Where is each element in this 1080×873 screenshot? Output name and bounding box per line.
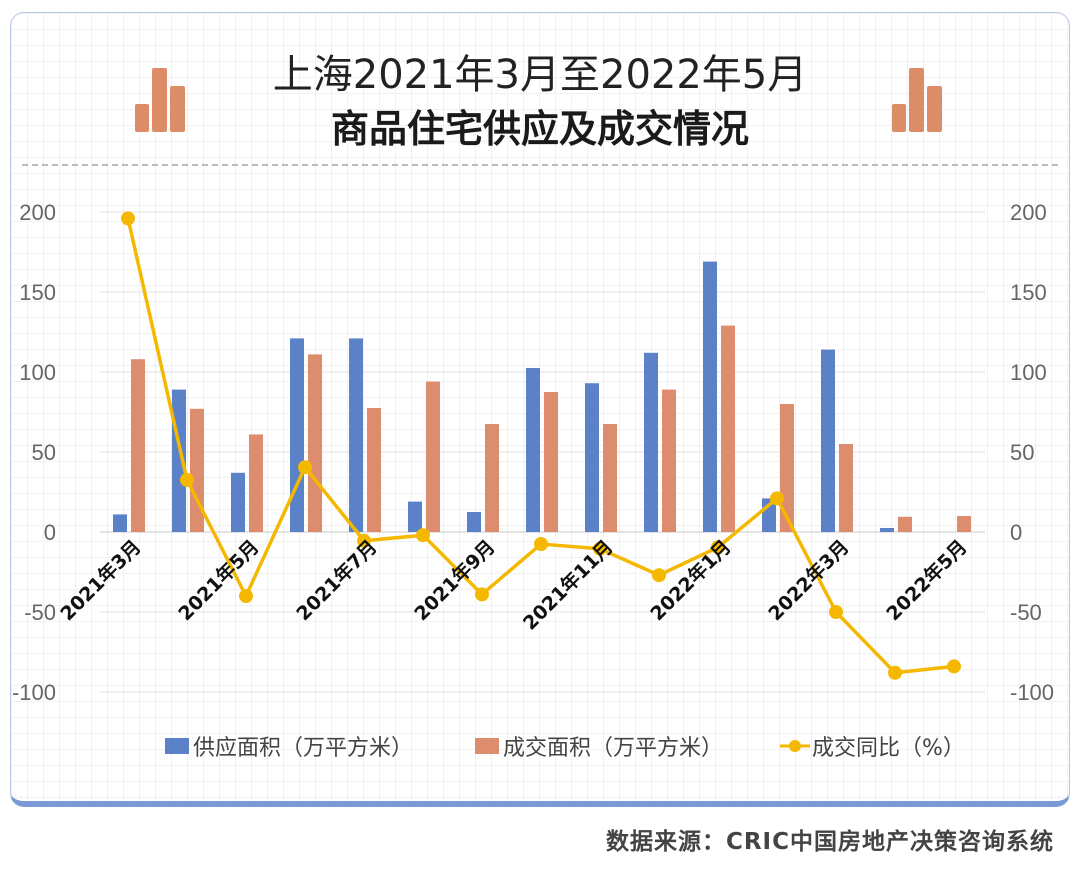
- yoy-point: [298, 460, 312, 475]
- yoy-point: [121, 211, 135, 226]
- yoy-point: [593, 541, 607, 556]
- yoy-point: [711, 540, 725, 555]
- y-tick-label: -50: [24, 600, 56, 625]
- deal-bar: [721, 325, 735, 532]
- deal-bar: [131, 359, 145, 532]
- deal-bar: [485, 424, 499, 532]
- deal-bar: [190, 408, 204, 532]
- deal-bar: [662, 389, 676, 532]
- y-tick-label: 150: [19, 280, 56, 305]
- legend-label: 成交同比（%）: [812, 736, 965, 761]
- supply-bar: [585, 383, 599, 532]
- y-tick-label: 100: [19, 360, 56, 385]
- deal-bar: [603, 424, 617, 532]
- y2-tick-label: 50: [1010, 440, 1034, 465]
- y2-tick-label: -50: [1010, 600, 1042, 625]
- deal-bar: [308, 354, 322, 532]
- deal-bar: [544, 392, 558, 532]
- deal-bar: [426, 381, 440, 532]
- y-tick-label: 0: [44, 520, 56, 545]
- yoy-point: [534, 537, 548, 551]
- legend-label: 供应面积（万平方米）: [193, 736, 413, 761]
- supply-bar: [290, 338, 304, 532]
- yoy-point: [357, 533, 371, 548]
- yoy-point: [829, 605, 843, 619]
- y2-tick-label: 100: [1010, 360, 1047, 385]
- supply-bar: [113, 514, 127, 532]
- deal-bar: [367, 408, 381, 532]
- supply-bar: [408, 501, 422, 532]
- yoy-point: [770, 491, 784, 506]
- legend-label: 成交面积（万平方米）: [503, 736, 723, 761]
- y-tick-label: -100: [12, 680, 56, 705]
- y2-tick-label: 150: [1010, 280, 1047, 305]
- deal-bar: [898, 516, 912, 532]
- deal-bar: [249, 434, 263, 532]
- y2-tick-label: -100: [1010, 680, 1054, 705]
- yoy-point: [239, 589, 253, 603]
- deal-bar: [957, 516, 971, 532]
- divider: [22, 164, 1058, 166]
- chart-subtitle: 商品住宅供应及成交情况: [330, 107, 749, 151]
- chart-title: 上海2021年3月至2022年5月: [272, 52, 808, 98]
- yoy-point: [475, 587, 489, 602]
- deal-bar: [839, 444, 853, 532]
- supply-bar: [231, 472, 245, 532]
- supply-bar: [349, 338, 363, 532]
- yoy-point: [947, 659, 961, 674]
- supply-bar: [526, 368, 540, 532]
- supply-bar: [703, 261, 717, 532]
- yoy-point: [180, 473, 194, 487]
- y2-tick-label: 200: [1010, 200, 1047, 225]
- source-note: 数据来源：CRIC中国房地产决策咨询系统: [605, 829, 1054, 855]
- y-tick-label: 50: [32, 440, 56, 465]
- supply-bar: [880, 528, 894, 532]
- legend-swatch: [475, 738, 499, 754]
- y2-tick-label: 0: [1010, 520, 1022, 545]
- supply-bar: [644, 352, 658, 532]
- deal-bar: [780, 404, 794, 532]
- legend-swatch: [165, 738, 189, 754]
- yoy-point: [416, 528, 430, 543]
- supply-bar: [467, 512, 481, 532]
- yoy-point: [888, 665, 902, 680]
- y-tick-label: 200: [19, 200, 56, 225]
- legend-swatch: [789, 740, 801, 752]
- supply-bar: [821, 349, 835, 532]
- yoy-point: [652, 568, 666, 583]
